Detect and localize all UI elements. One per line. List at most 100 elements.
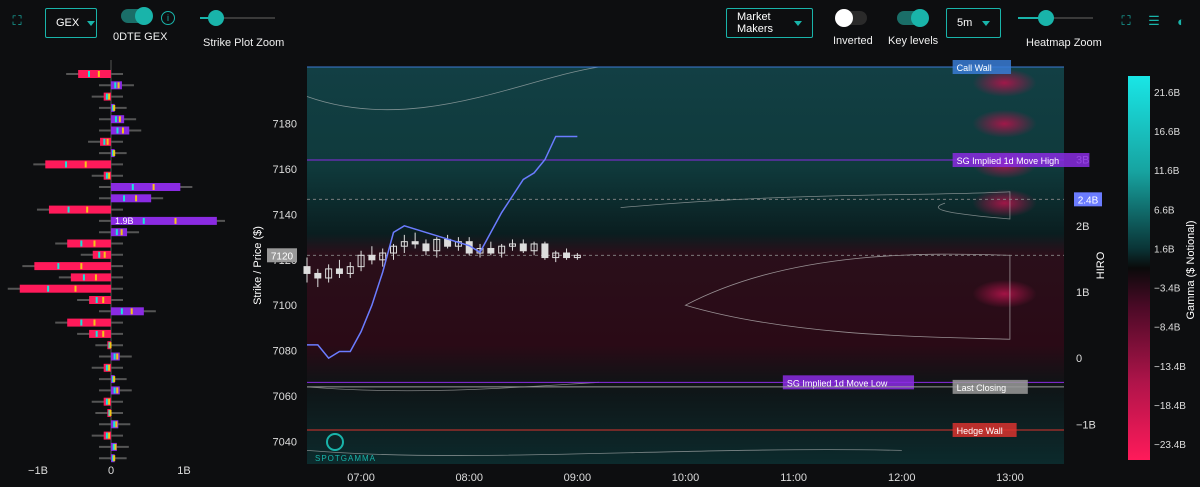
strike-marker: [80, 319, 83, 326]
candle-body: [541, 243, 549, 259]
strike-marker: [114, 116, 117, 123]
heatmap-hotspot: [972, 109, 1037, 138]
odte-gex-toggle[interactable]: [121, 7, 153, 25]
bar-value-label: 1.9B: [115, 216, 134, 226]
price-tag: 7120: [271, 251, 294, 262]
strike-marker: [115, 421, 118, 428]
colorbar-tick: −13.4B: [1154, 362, 1186, 373]
strike-marker: [112, 376, 115, 383]
heatmap-contour: [684, 253, 1011, 340]
strike-marker: [105, 172, 108, 179]
heatmap-contour: [620, 191, 1011, 220]
time-x-tick: 11:00: [780, 472, 807, 484]
info-icon[interactable]: i: [161, 11, 175, 25]
time-x-tick: 07:00: [347, 472, 375, 484]
candle-body: [563, 252, 571, 259]
strike-marker: [113, 104, 116, 111]
participant-select-value: Market Makers: [737, 11, 774, 35]
strike-marker: [113, 150, 116, 157]
strike-marker: [108, 364, 111, 371]
candle-body: [346, 266, 354, 274]
colorbar-tick: 6.6B: [1154, 205, 1175, 216]
strike-marker: [117, 82, 120, 89]
gex-select[interactable]: GEX: [45, 8, 97, 38]
strike-marker: [142, 217, 145, 224]
participant-select[interactable]: Market Makers: [726, 8, 813, 38]
key-level-label: Hedge Wall: [957, 426, 1003, 436]
strike-bar: [70, 273, 111, 282]
strike-marker: [130, 308, 133, 315]
strike-bar: [111, 115, 125, 124]
strike-bar: [89, 329, 111, 338]
strike-marker: [112, 104, 115, 111]
heatmap-hotspot: [972, 189, 1037, 218]
colorbar-gradient: [1128, 76, 1150, 460]
strike-marker: [121, 127, 124, 134]
strike-marker: [105, 432, 108, 439]
strike-marker: [123, 195, 126, 202]
strike-bar: [100, 137, 111, 146]
y2-axis-label: HIRO: [1095, 251, 1107, 279]
candle-body: [368, 254, 376, 261]
candle-body: [422, 243, 430, 252]
strike-marker: [113, 376, 116, 383]
key-level-label: SG Implied 1d Move Low: [787, 378, 888, 388]
strike-marker: [80, 240, 83, 247]
strike-marker: [112, 150, 115, 157]
strike-marker: [95, 297, 98, 303]
interval-select[interactable]: 5m: [946, 8, 1001, 38]
strike-bar: [67, 239, 111, 248]
strike-marker: [88, 71, 91, 77]
strike-marker: [109, 342, 112, 349]
key-levels-toggle[interactable]: [897, 9, 929, 27]
expand-icon[interactable]: ⛶: [12, 13, 22, 28]
strike-bar: [78, 70, 111, 78]
time-x-tick: 09:00: [564, 472, 592, 484]
strike-marker: [109, 410, 112, 416]
strike-marker: [47, 285, 50, 292]
candle-body: [530, 243, 538, 252]
time-x-tick: 12:00: [888, 472, 916, 484]
strike-marker: [152, 184, 155, 190]
expand-icon[interactable]: ⛶: [1121, 13, 1131, 28]
strike-bar: [111, 307, 144, 316]
colorbar-tick: 11.6B: [1154, 166, 1180, 177]
hiro-tag: 2.4B: [1078, 195, 1099, 206]
settings-sliders-icon[interactable]: ☰: [1148, 13, 1160, 28]
strike-marker: [131, 184, 134, 190]
strike-marker: [120, 229, 123, 236]
colorbar-tick: 16.6B: [1154, 127, 1180, 138]
hiro-line: [307, 135, 578, 360]
time-x-tick: 10:00: [672, 472, 700, 484]
candle-body: [573, 254, 581, 259]
strike-marker: [93, 240, 96, 247]
strike-y-tick: 7060: [273, 391, 297, 403]
strike-x-tick: 1B: [177, 465, 190, 477]
key-level-label: SG Implied 1d Move High: [957, 156, 1060, 166]
strike-marker: [112, 443, 115, 450]
heatmap-price-chart: 704070607080710071207140716071803B2B1B0−…: [252, 60, 1107, 484]
key-level-tag: [952, 153, 1090, 168]
key-level-tag: [952, 422, 1017, 437]
candle-body: [314, 272, 322, 279]
strike-marker: [116, 387, 119, 394]
colorbar-tick: −18.4B: [1154, 401, 1186, 412]
inverted-toggle[interactable]: [835, 9, 867, 27]
strike-marker: [93, 319, 96, 326]
heatmap-zoom-slider[interactable]: [1018, 10, 1093, 26]
strike-bar: [111, 126, 130, 135]
spotgamma-logo-icon: [326, 433, 344, 451]
strike-y-tick: 7160: [273, 164, 297, 176]
candle-body: [335, 268, 343, 274]
strike-plot-zoom-slider[interactable]: [200, 10, 275, 26]
colorbar-tick: 1.6B: [1154, 244, 1175, 255]
strike-bar: [45, 160, 111, 169]
strike-marker: [95, 330, 98, 337]
odte-gex-label: 0DTE GEX: [113, 31, 168, 43]
contrast-icon[interactable]: ◐: [1177, 13, 1185, 29]
heatmap-hotspot: [972, 68, 1037, 97]
strike-marker: [108, 410, 111, 416]
strike-y-tick: 7140: [273, 209, 297, 221]
strike-marker: [108, 398, 111, 405]
strike-marker: [103, 251, 106, 258]
